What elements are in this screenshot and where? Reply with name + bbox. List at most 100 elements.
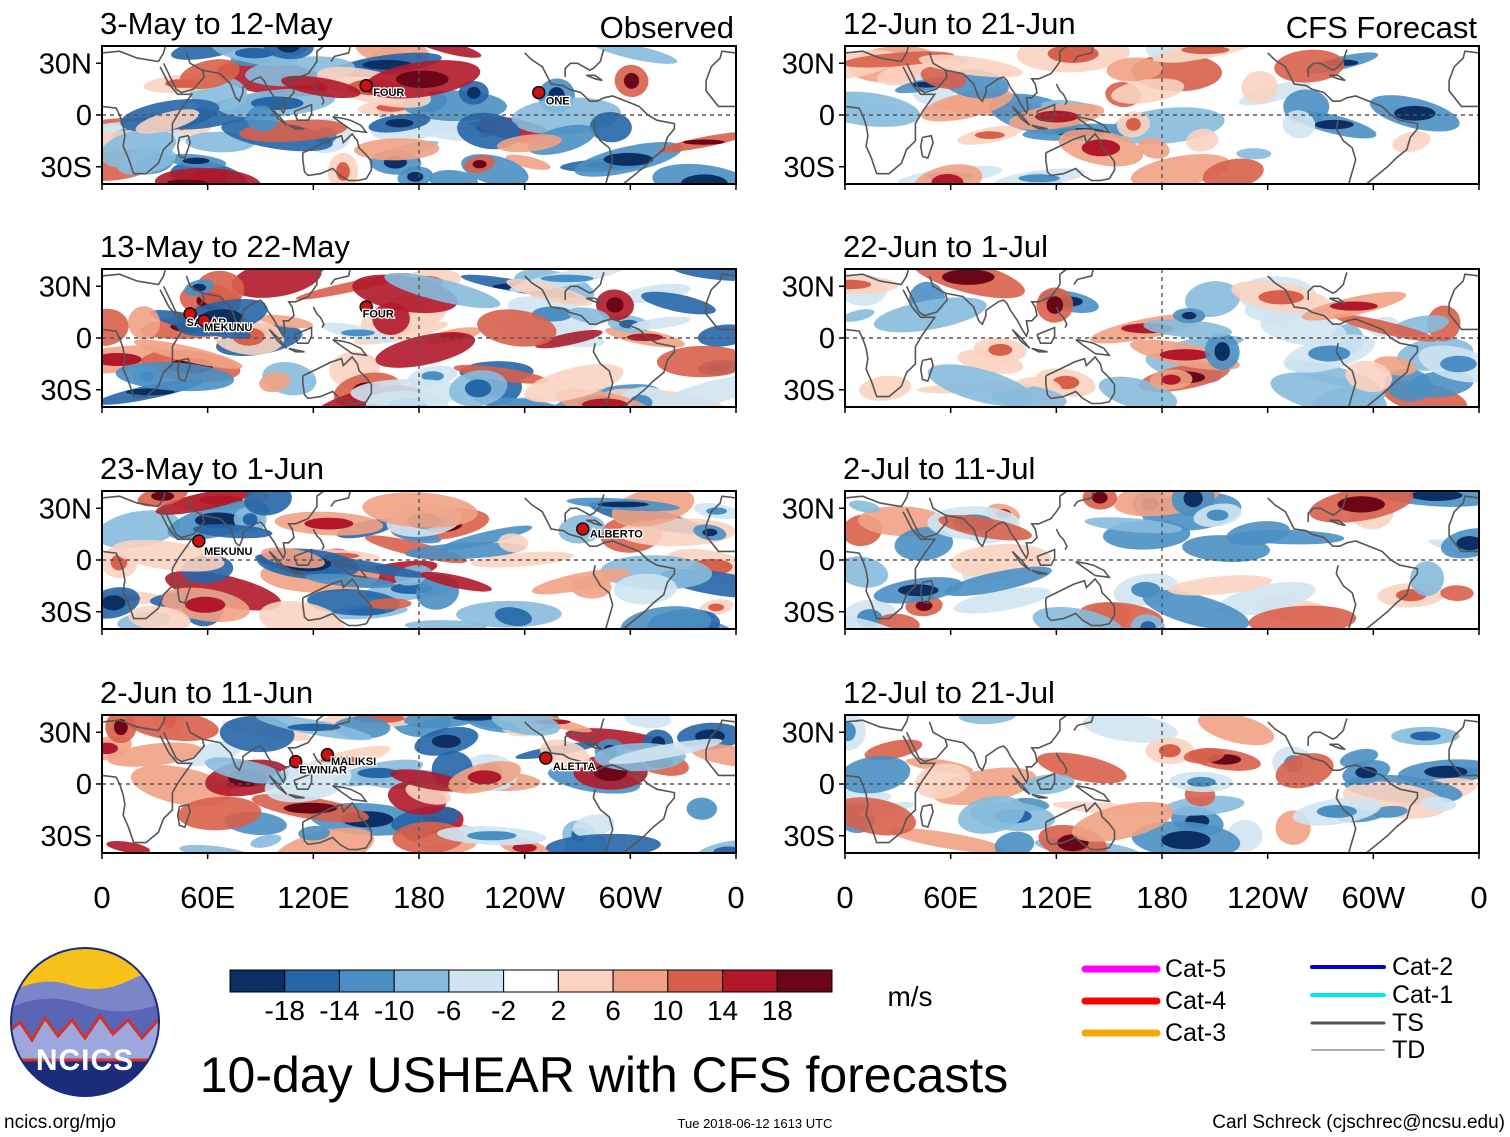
colorbar-swatch <box>448 969 505 993</box>
coastline <box>1036 326 1056 345</box>
shear-blob <box>112 539 225 572</box>
shear-blob <box>420 571 492 592</box>
shear-core <box>606 297 624 313</box>
lat-label: 30N <box>782 48 835 80</box>
coastline <box>945 491 1068 561</box>
coastline <box>1073 46 1095 62</box>
coastline <box>162 721 205 763</box>
shear-blob <box>1241 70 1278 104</box>
shear-blob <box>497 134 562 153</box>
lat-label: 0 <box>76 769 92 801</box>
lon-label: 120W <box>484 880 566 915</box>
logo-text: NCICS <box>36 1044 134 1077</box>
shear-core <box>682 139 725 145</box>
coastline <box>1045 577 1116 627</box>
coastline <box>1031 569 1048 575</box>
lat-label: 30N <box>39 717 92 749</box>
coastline <box>162 52 205 94</box>
coastline <box>564 49 605 77</box>
shear-blob <box>918 54 1023 78</box>
shear-blob <box>938 514 1032 541</box>
shear-blob <box>171 46 250 60</box>
legend-label: Cat-5 <box>1165 955 1226 983</box>
legend-label: Cat-4 <box>1165 987 1226 1015</box>
storm-marker <box>359 300 373 314</box>
coastline <box>564 718 605 746</box>
coastline <box>1075 560 1112 579</box>
colorbar-label: -14 <box>319 995 359 1026</box>
shear-blob <box>354 138 440 161</box>
shear-core <box>102 353 142 367</box>
lat-label: 30S <box>40 597 92 629</box>
shear-blob <box>630 316 691 330</box>
shear-blob <box>845 51 954 68</box>
coastline <box>586 519 603 527</box>
coastline <box>845 735 937 844</box>
coastline <box>312 528 325 550</box>
shear-core <box>1314 119 1354 130</box>
shear-core <box>1440 355 1477 373</box>
coastline <box>312 83 325 106</box>
coastline <box>102 289 194 398</box>
coastline <box>705 273 736 331</box>
shear-core <box>1316 805 1357 818</box>
lon-label: 120E <box>277 880 349 915</box>
shear-core <box>287 723 341 732</box>
shear-blob <box>697 324 736 347</box>
shear-blob <box>375 332 476 368</box>
shear-blob <box>1345 360 1393 393</box>
coastline <box>301 801 373 851</box>
coastline <box>332 115 368 134</box>
coastline <box>1075 338 1112 357</box>
shear-blob <box>1142 589 1250 629</box>
coastline <box>1036 772 1056 791</box>
shear-core <box>182 157 210 165</box>
lat-label: 0 <box>76 323 92 355</box>
shear-blob <box>453 364 549 384</box>
coastline <box>293 548 313 567</box>
shear-blob <box>1084 517 1183 534</box>
colorbar-label: -2 <box>491 995 516 1026</box>
shear-blob <box>894 527 954 561</box>
lat-label: 30S <box>783 152 835 184</box>
colorbar-label: 10 <box>652 995 683 1026</box>
colorbar-label: 2 <box>551 995 567 1026</box>
shear-blob <box>927 364 1034 407</box>
panel-fcst-2: 30N 0 30S 22-Jun to 1-Jul <box>782 229 1480 413</box>
coastline <box>176 579 191 605</box>
lon-label: 60W <box>598 880 662 915</box>
colorbar-swatch <box>557 969 614 993</box>
footer-url[interactable]: ncics.org/mjo <box>4 1112 116 1133</box>
shear-blob <box>1312 385 1386 407</box>
shear-core <box>1181 46 1230 55</box>
shear-core <box>1337 496 1385 513</box>
shear-field <box>102 491 736 629</box>
shear-blob <box>944 566 1052 597</box>
shear-blob <box>106 841 151 853</box>
lon-label: 180 <box>1136 880 1188 915</box>
legend-label: Cat-2 <box>1392 953 1453 981</box>
coastline <box>1011 774 1031 796</box>
coastline <box>1267 275 1419 407</box>
shear-core <box>1214 342 1230 361</box>
shear-blob <box>1217 581 1316 616</box>
coastline <box>1329 74 1346 82</box>
shear-core <box>845 279 872 290</box>
coastline <box>288 347 305 353</box>
units-label: m/s <box>887 981 932 1012</box>
coastline <box>1031 347 1048 353</box>
shear-blob <box>405 542 525 560</box>
colorbar-swatch <box>722 969 778 993</box>
coastline <box>102 511 194 620</box>
shear-core <box>581 398 628 407</box>
lon-label: 0 <box>727 880 744 915</box>
coastline <box>919 803 934 829</box>
shear-blob <box>1282 110 1316 139</box>
shear-blob <box>498 533 529 553</box>
shear-field <box>102 715 736 853</box>
shear-blob <box>654 374 736 407</box>
coastline <box>268 105 288 126</box>
storm-label: MEKUNU <box>204 322 252 334</box>
coastline <box>1335 789 1357 853</box>
coastline <box>1329 743 1346 751</box>
